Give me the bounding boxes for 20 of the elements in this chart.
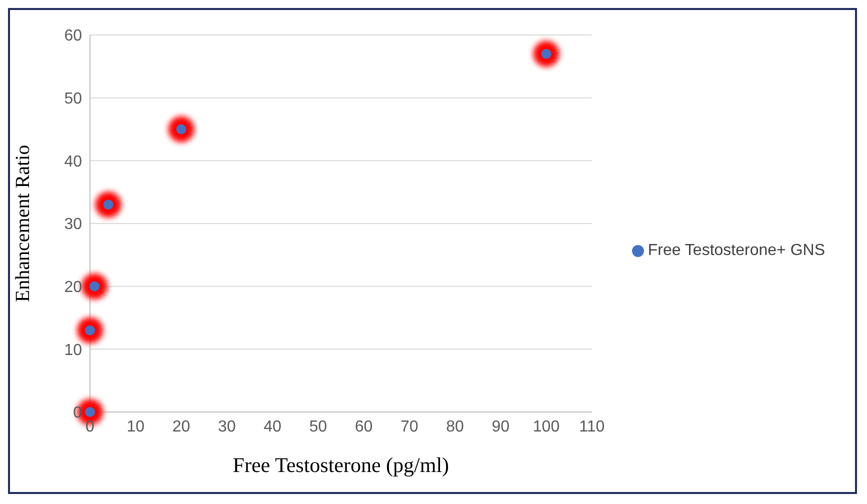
y-tick-label: 20	[64, 279, 82, 296]
x-tick-label: 30	[218, 418, 236, 436]
y-axis-title: Enhancement Ratio	[12, 144, 34, 302]
y-tick-label: 50	[64, 90, 82, 108]
y-tick-label: 30	[64, 216, 82, 234]
x-axis-title: Free Testosterone (pg/ml)	[232, 453, 450, 477]
x-tick-label: 20	[172, 418, 190, 436]
x-tick-label: 10	[126, 418, 145, 436]
y-tick-label: 40	[64, 153, 82, 170]
x-tick-label: 80	[446, 418, 464, 436]
y-tick-label: 10	[64, 342, 82, 359]
legend-label: Free Testosterone+ GNS	[648, 242, 825, 259]
x-tick-label: 40	[264, 418, 282, 436]
y-tick-label: 60	[64, 28, 82, 45]
x-tick-label: 110	[579, 418, 605, 436]
x-tick-label: 50	[309, 418, 328, 436]
x-tick-label: 70	[400, 418, 418, 436]
x-tick-label: 100	[532, 418, 560, 436]
x-tick-label: 90	[492, 418, 510, 436]
x-tick-label: 60	[354, 418, 373, 436]
